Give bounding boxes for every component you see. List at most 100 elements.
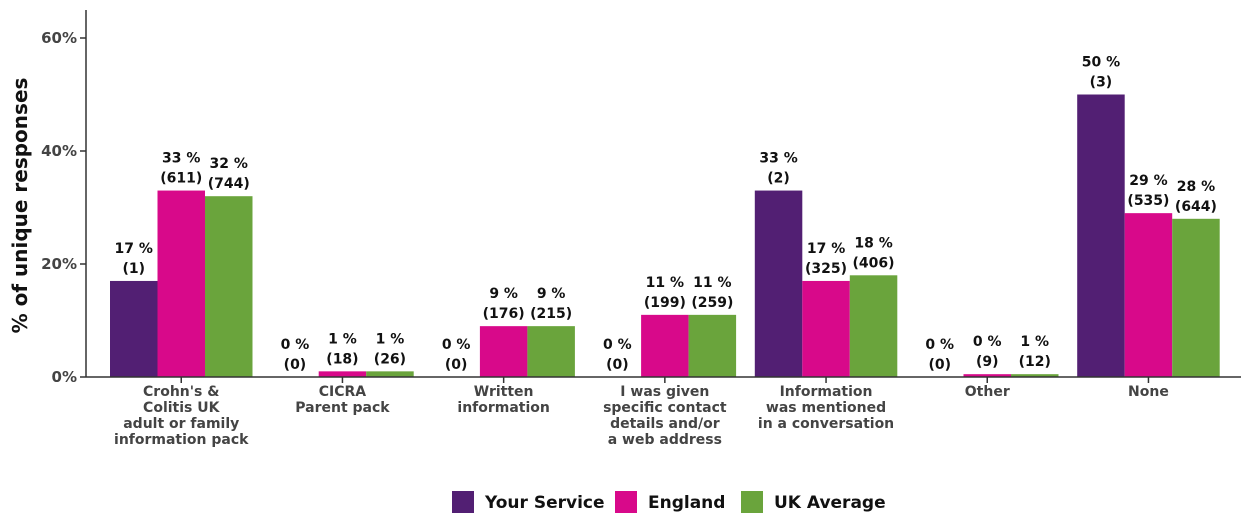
legend-label: England [648,493,725,513]
x-tick-label-line: a web address [608,432,722,448]
data-label-count: (18) [326,351,358,367]
x-tick-label: Crohn's & Colitis UK adult or family inform… [114,384,249,448]
legend: Your Service England UK Average [452,491,886,513]
bar [802,280,850,377]
data-labels-layer: 17 % (1) 0 % (0) 0 % (0) 0 % (0) 33 % (2) 0 % (0) 50… [115,55,1217,374]
x-tick-label-line: specific contact [603,400,727,416]
data-label-percent: 0 % [973,334,1002,350]
legend-swatch [741,491,763,513]
y-tick-label: 40% [41,142,77,160]
data-label-count: (12) [1019,354,1051,370]
bar [754,190,803,377]
y-tick-label: 0% [52,368,77,386]
x-tick-label-line: None [1128,384,1169,400]
y-tick-label: 20% [41,255,77,273]
x-tick-label-line: Colitis UK [143,400,221,416]
data-label-count: (1) [122,261,145,277]
data-label-percent: 0 % [281,337,310,353]
data-label-percent: 17 % [807,241,845,257]
data-label-count: (26) [374,351,406,367]
data-label-count: (199) [644,295,686,311]
x-tick-label-line: Crohn's & [143,384,219,400]
data-label-count: (406) [853,255,895,271]
bar [688,314,737,377]
legend-swatch [452,491,474,513]
data-label-percent: 18 % [854,235,892,251]
bar [205,196,253,377]
bar [1172,218,1220,377]
x-tick-label: Other [965,384,1010,400]
x-tick-label: Written information [457,384,550,416]
data-label-percent: 17 % [115,241,153,257]
x-tick-label-line: Other [965,384,1010,400]
data-label-count: (535) [1127,193,1169,209]
x-tick-label: Information was mentioned in a conversatio… [758,384,894,432]
data-label-count: (0) [606,357,629,373]
data-label-count: (744) [208,176,250,192]
bar [1077,94,1125,377]
data-label-count: (176) [483,306,525,322]
data-label-count: (644) [1175,199,1217,215]
data-label-percent: 33 % [162,151,200,167]
x-tick-label-line: Parent pack [295,400,390,416]
data-label-count: (259) [691,295,733,311]
data-label-count: (325) [805,261,847,277]
bar [479,326,528,377]
x-tick-label-line: CICRA [319,384,367,400]
data-label-count: (9) [976,354,999,370]
x-tick-label: None [1128,384,1169,400]
bars-layer [110,94,1220,377]
x-tick-label-line: adult or family [123,416,239,432]
bar [157,190,205,377]
x-tick-label-line: Written [474,384,534,400]
bar [318,371,367,377]
bar [963,374,1011,377]
data-label-percent: 0 % [925,337,954,353]
data-label-count: (611) [160,171,202,187]
legend-swatch [615,491,637,513]
x-tick-label-line: information pack [114,432,249,448]
data-label-count: (2) [767,171,790,187]
x-tick-label-line: details and/or [610,416,720,432]
data-label-percent: 0 % [603,337,632,353]
data-label-percent: 29 % [1129,173,1167,189]
data-label-percent: 32 % [210,156,248,172]
data-label-percent: 1 % [1020,334,1049,350]
data-label-percent: 1 % [328,331,357,347]
data-label-count: (215) [530,306,572,322]
bar [366,371,414,377]
x-tick-label-line: was mentioned [766,400,886,416]
bar [110,280,158,377]
data-label-count: (0) [284,357,307,373]
data-label-percent: 28 % [1177,179,1215,195]
data-label-percent: 11 % [646,275,684,291]
y-tick-label: 60% [41,29,77,47]
data-label-percent: 0 % [442,337,471,353]
x-tick-label: CICRA Parent pack [295,384,390,416]
data-label-count: (0) [445,357,468,373]
data-label-percent: 9 % [537,286,566,302]
data-label-percent: 50 % [1082,55,1120,71]
data-label-percent: 1 % [376,331,405,347]
x-tick-label-line: I was given [620,384,709,400]
axes-layer: 0% 20% 40% 60% Crohn's & Colitis UK adult or f… [8,10,1241,448]
bar [849,275,898,377]
data-label-count: (3) [1090,75,1113,91]
data-label-percent: 11 % [693,275,731,291]
x-tick-label-line: Information [780,384,873,400]
legend-label: UK Average [774,493,886,513]
bar [641,314,689,377]
bar [1011,374,1059,377]
y-axis-title: % of unique responses [8,78,32,334]
legend-label: Your Service [484,493,605,513]
x-tick-label-line: information [457,400,550,416]
x-tick-label-line: in a conversation [758,416,894,432]
bar [527,326,575,377]
data-label-percent: 9 % [489,286,518,302]
data-label-percent: 33 % [759,151,797,167]
x-tick-label: I was given specific contact details and/o… [603,384,727,448]
data-label-count: (0) [928,357,951,373]
bar [1124,213,1173,377]
